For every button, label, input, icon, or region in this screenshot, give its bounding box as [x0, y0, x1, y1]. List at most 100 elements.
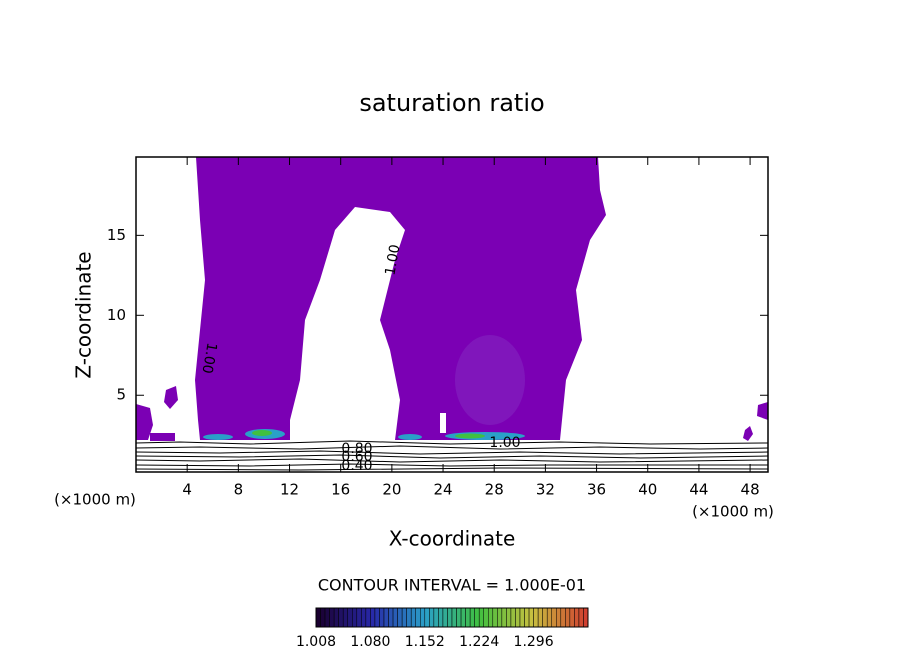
colorbar-stripe — [497, 607, 503, 628]
contour-label: 1.00 — [198, 341, 219, 374]
colorbar-stripe — [320, 607, 326, 628]
x-tick-label: 36 — [587, 481, 606, 499]
high-ratio-patch — [398, 434, 422, 440]
colorbar-stripe — [397, 607, 403, 628]
colorbar-stripe — [379, 607, 385, 628]
moist-region — [164, 386, 178, 409]
contour-line — [135, 450, 769, 455]
colorbar-stripe — [510, 607, 516, 628]
colorbar-stripe — [560, 607, 566, 628]
dry-notch — [440, 413, 446, 433]
colorbar-stripe — [338, 607, 344, 628]
colorbar-frame — [315, 607, 589, 628]
moist-region — [195, 157, 606, 440]
colorbar-stripe — [537, 607, 543, 628]
colorbar-stripe — [519, 607, 525, 628]
colorbar-stripe — [478, 607, 484, 628]
x-tick-label: 12 — [280, 481, 299, 499]
shade-patch — [455, 335, 525, 425]
colorbar-stripe — [433, 607, 439, 628]
contour-label: 0.80 — [341, 441, 372, 457]
colorbar-stripe — [578, 607, 584, 628]
colorbar-stripe — [488, 607, 494, 628]
x-tick-label: 8 — [234, 481, 244, 499]
colorbar-stripe — [542, 607, 548, 628]
colorbar-stripe — [429, 607, 435, 628]
colorbar-label: 1.008 — [296, 634, 336, 650]
colorbar-stripe — [324, 607, 330, 628]
colorbar-stripe — [415, 607, 421, 628]
x-tick-label: 48 — [741, 481, 760, 499]
colorbar-stripe — [474, 607, 480, 628]
y-tick-label: 15 — [107, 226, 126, 244]
colorbar-stripe — [583, 607, 589, 628]
colorbar-stripe — [329, 607, 335, 628]
colorbar-stripe — [524, 607, 530, 628]
colorbar-stripe — [465, 607, 471, 628]
colorbar-stripe — [569, 607, 575, 628]
colorbar-stripe — [574, 607, 580, 628]
moist-region — [150, 433, 175, 441]
colorbar-stripe — [365, 607, 371, 628]
colorbar-stripe — [565, 607, 571, 628]
colorbar-stripe — [551, 607, 557, 628]
contour-interval: CONTOUR INTERVAL = 1.000E-01 — [318, 576, 586, 595]
colorbar-stripe — [424, 607, 430, 628]
contour-lines — [135, 440, 769, 471]
plot-frame — [135, 156, 769, 473]
colorbar-stripe — [528, 607, 534, 628]
colorbar-stripe — [374, 607, 380, 628]
y-tick-label: 5 — [116, 386, 126, 404]
contour-label: 0.40 — [341, 458, 372, 474]
contour-line — [135, 445, 769, 450]
x-unit: (×1000 m) — [692, 503, 774, 521]
colorbar-label: 1.152 — [405, 634, 445, 650]
colorbar-label: 1.224 — [459, 634, 499, 650]
x-tick-label: 24 — [433, 481, 452, 499]
colorbar-label: 1.296 — [514, 634, 554, 650]
contour-line — [135, 463, 768, 467]
colorbar-stripe — [451, 607, 457, 628]
high-ratio-patch — [203, 434, 233, 440]
colorbar-stripe — [492, 607, 498, 628]
y-axis-label: Z-coordinate — [72, 251, 96, 378]
colorbar-stripe — [506, 607, 512, 628]
x-tick-label: 40 — [638, 481, 657, 499]
colorbar-stripe — [370, 607, 376, 628]
colorbar-stripe — [456, 607, 462, 628]
colorbar-stripe — [515, 607, 521, 628]
contour-fill — [136, 157, 768, 441]
moist-region — [757, 402, 768, 420]
contour-label: 1.00 — [489, 435, 520, 451]
colorbar-stripe — [352, 607, 358, 628]
y-tick-label: 10 — [107, 306, 126, 324]
chart-title: saturation ratio — [359, 89, 544, 117]
colorbar-stripe — [442, 607, 448, 628]
colorbar-stripe — [315, 607, 321, 628]
colorbar-stripe — [410, 607, 416, 628]
x-tick-label: 28 — [485, 481, 504, 499]
contour-label: 1.00 — [382, 243, 403, 276]
colorbar-stripe — [388, 607, 394, 628]
colorbar-stripe — [533, 607, 539, 628]
colorbar-stripe — [356, 607, 362, 628]
colorbar-label: 1.080 — [350, 634, 390, 650]
contour-line — [135, 458, 769, 463]
colorbar-stripe — [347, 607, 353, 628]
colorbar-stripe — [447, 607, 453, 628]
x-tick-label: 32 — [536, 481, 555, 499]
colorbar-stripe — [483, 607, 489, 628]
colorbar-stripe — [383, 607, 389, 628]
y-unit: (×1000 m) — [54, 491, 136, 509]
colorbar-stripe — [501, 607, 507, 628]
moist-region — [743, 426, 753, 441]
colorbar-stripe — [438, 607, 444, 628]
moist-region — [136, 404, 153, 440]
high-ratio-patch — [455, 433, 485, 439]
high-ratio-patch — [252, 430, 272, 436]
x-axis-label: X-coordinate — [389, 527, 516, 551]
contour-line — [135, 440, 769, 445]
colorbar-stripe — [342, 607, 348, 628]
colorbar-stripe — [392, 607, 398, 628]
